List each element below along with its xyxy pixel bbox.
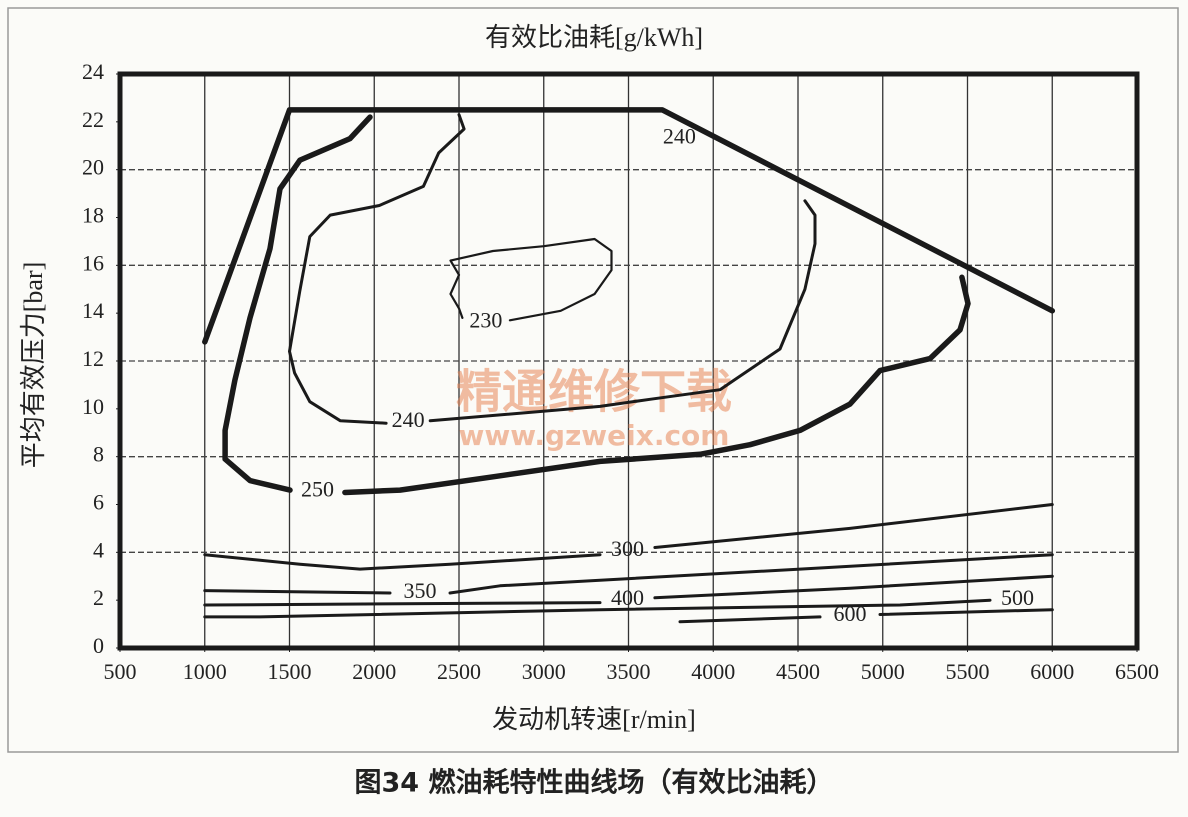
contour-label: 350 (404, 578, 437, 603)
contour-label: 230 (469, 307, 502, 332)
x-tick-label: 5500 (946, 659, 990, 684)
contour-line (288, 113, 817, 425)
y-tick-label: 2 (93, 585, 104, 610)
watermark: www.gzweix.com (459, 419, 730, 452)
y-tick-label: 24 (82, 59, 104, 84)
contour-line (202, 107, 1056, 345)
contour-line (203, 553, 1054, 595)
outer-frame (7, 7, 1179, 753)
x-tick-label: 3500 (607, 659, 651, 684)
x-tick-label: 1000 (183, 659, 227, 684)
chart-title: 有效比油耗[g/kWh] (485, 23, 703, 52)
y-tick-label: 20 (82, 155, 104, 180)
x-tick-label: 5000 (861, 659, 905, 684)
y-tick-label: 10 (82, 394, 104, 419)
x-tick-label: 4500 (776, 659, 820, 684)
contour-label: 250 (301, 476, 334, 501)
x-tick-label: 2000 (352, 659, 396, 684)
y-tick-label: 14 (82, 298, 104, 323)
contour-label: 600 (834, 601, 867, 626)
contour-label: 240 (392, 407, 425, 432)
contour-line (203, 503, 1054, 571)
contour-label: 240 (663, 124, 696, 149)
y-tick-label: 12 (82, 346, 104, 371)
contour-line (222, 114, 971, 496)
y-tick-label: 22 (82, 107, 104, 132)
x-tick-label: 6500 (1115, 659, 1159, 684)
x-axis-label: 发动机转速[r/min] (492, 705, 696, 734)
contour-line (203, 574, 1054, 607)
watermark: 精通维修下载 (456, 365, 732, 419)
contour-label: 400 (611, 585, 644, 610)
x-tick-label: 1500 (268, 659, 312, 684)
y-tick-label: 0 (93, 633, 104, 658)
x-tick-label: 2500 (437, 659, 481, 684)
plot-frame (117, 71, 1140, 651)
x-tick-label: 500 (104, 659, 137, 684)
contour-label: 300 (611, 536, 644, 561)
contour-line (678, 608, 1054, 624)
contour-label: 500 (1001, 585, 1034, 610)
contour-line (449, 237, 613, 322)
y-axis-label: 平均有效压力[bar] (19, 262, 48, 469)
y-tick-label: 8 (93, 442, 104, 467)
x-tick-label: 3000 (522, 659, 566, 684)
y-tick-label: 6 (93, 490, 104, 515)
x-tick-label: 4000 (691, 659, 735, 684)
y-tick-label: 4 (93, 537, 104, 562)
y-tick-label: 18 (82, 203, 104, 228)
caption: 图34 燃油耗特性曲线场（有效比油耗） (355, 768, 834, 799)
y-tick-label: 16 (82, 250, 104, 275)
x-tick-label: 6000 (1030, 659, 1074, 684)
